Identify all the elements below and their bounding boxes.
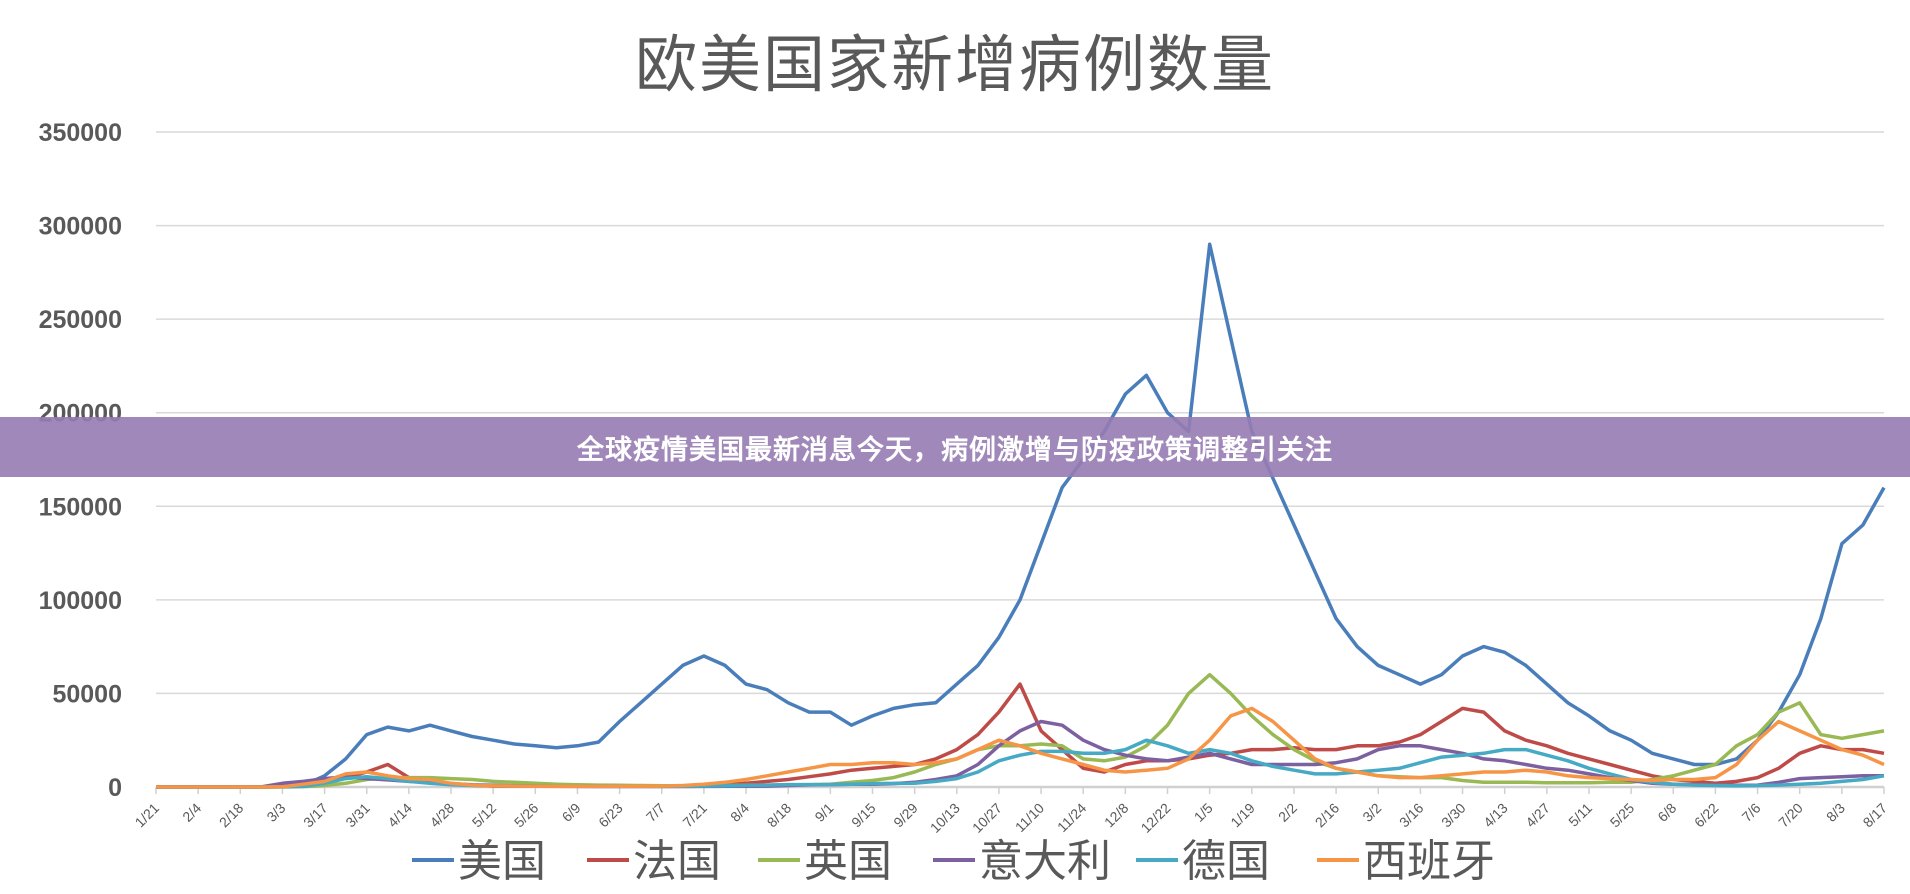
x-tick-label: 12/8 xyxy=(1101,800,1132,831)
headline-banner: 全球疫情美国最新消息今天，病例激增与防疫政策调整引关注 xyxy=(0,417,1910,477)
x-tick-label: 8/18 xyxy=(764,800,795,831)
x-tick-label: 7/7 xyxy=(643,800,668,825)
x-tick-label: 5/26 xyxy=(511,800,542,831)
x-tick-label: 4/13 xyxy=(1480,800,1511,831)
x-tick-label: 7/21 xyxy=(679,800,710,831)
x-tick-label: 9/29 xyxy=(890,800,921,831)
x-tick-label: 3/3 xyxy=(263,800,288,825)
x-tick-label: 4/14 xyxy=(384,800,415,831)
x-tick-label: 6/9 xyxy=(559,800,584,825)
x-tick-label: 8/17 xyxy=(1860,800,1891,831)
series-line-5 xyxy=(156,706,1885,789)
x-tick-label: 2/2 xyxy=(1275,800,1300,825)
x-tick-label: 1/5 xyxy=(1191,800,1216,825)
x-tick-label: 9/1 xyxy=(811,800,836,825)
y-tick-label: 150000 xyxy=(39,493,122,521)
legend-label: 美国 xyxy=(458,836,546,887)
legend-label: 德国 xyxy=(1182,836,1270,887)
legend-label: 意大利 xyxy=(979,836,1111,887)
x-tick-label: 3/30 xyxy=(1438,800,1469,831)
y-tick-label: 50000 xyxy=(52,680,122,708)
x-tick-label: 4/28 xyxy=(427,800,458,831)
x-tick-label: 1/19 xyxy=(1227,800,1258,831)
x-tick-label: 1/21 xyxy=(132,800,163,831)
x-tick-label: 12/22 xyxy=(1138,800,1174,836)
x-tick-label: 7/6 xyxy=(1739,800,1764,825)
x-tick-label: 5/11 xyxy=(1565,800,1595,830)
y-tick-label: 100000 xyxy=(39,587,122,615)
headline-text: 全球疫情美国最新消息今天，病例激增与防疫政策调整引关注 xyxy=(577,434,1333,466)
y-tick-label: 300000 xyxy=(39,213,122,241)
x-tick-label: 10/27 xyxy=(969,800,1005,836)
legend-label: 西班牙 xyxy=(1363,836,1495,887)
x-tick-label: 2/18 xyxy=(216,800,247,831)
x-tick-label: 6/22 xyxy=(1691,800,1722,831)
series-line-0 xyxy=(156,242,1886,789)
x-tick-label: 6/23 xyxy=(595,800,626,831)
x-tick-label: 5/25 xyxy=(1607,800,1638,831)
series-lines xyxy=(156,242,1886,789)
x-axis-ticks: 1/21 2/4 2/18 3/3 3/17 3/31 4/14 4/28 5/12 5/26 6/… xyxy=(132,787,1891,836)
x-tick-label: 2/4 xyxy=(179,800,204,825)
x-tick-label: 11/24 xyxy=(1054,800,1090,836)
y-tick-label: 0 xyxy=(108,774,122,802)
y-tick-label: 350000 xyxy=(39,119,122,147)
x-tick-label: 8/3 xyxy=(1823,800,1848,825)
x-tick-label: 7/20 xyxy=(1775,800,1806,831)
x-tick-label: 4/27 xyxy=(1522,800,1553,831)
chart-title: 欧美国家新增病例数量 xyxy=(634,28,1275,101)
x-tick-label: 9/15 xyxy=(848,800,879,831)
legend-label: 法国 xyxy=(633,836,721,887)
x-tick-label: 6/8 xyxy=(1654,800,1679,825)
x-tick-label: 3/16 xyxy=(1396,800,1427,831)
y-tick-label: 250000 xyxy=(39,306,122,334)
x-tick-label: 5/12 xyxy=(469,800,500,831)
x-tick-label: 3/17 xyxy=(300,800,331,831)
x-tick-label: 3/2 xyxy=(1359,800,1384,825)
x-tick-label: 3/31 xyxy=(342,800,373,831)
legend: 美国 法国 英国 意大利 德国 西班牙 xyxy=(412,836,1495,887)
x-tick-label: 11/10 xyxy=(1012,800,1048,836)
x-tick-label: 2/16 xyxy=(1312,800,1343,831)
legend-label: 英国 xyxy=(804,836,892,887)
x-tick-label: 8/4 xyxy=(727,800,752,825)
series-line-4 xyxy=(156,738,1885,789)
x-tick-label: 10/13 xyxy=(927,800,963,836)
